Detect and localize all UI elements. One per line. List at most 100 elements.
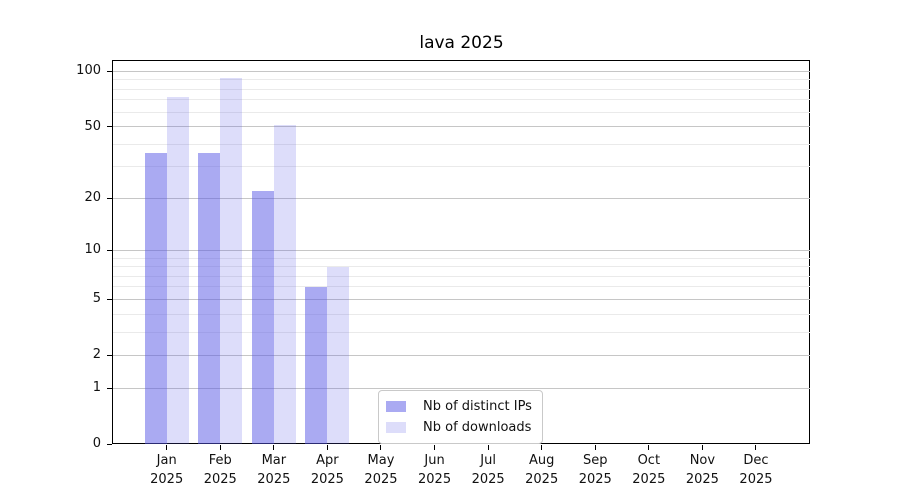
minor-gridline [113,275,810,277]
x-tick-month: Dec [743,453,769,468]
minor-gridline [113,79,810,81]
y-tick-mark [107,249,112,251]
x-tick-month: Feb [208,453,232,468]
y-tick-label: 10 [84,242,101,258]
x-tick-mark [326,445,328,450]
major-gridline [113,387,810,389]
y-tick-mark [107,443,112,445]
legend-item-downloads: Nb of downloads [386,417,532,438]
x-tick-year: 2025 [150,471,184,487]
minor-gridline [113,266,810,268]
x-tick-year: 2025 [257,471,291,487]
x-tick-label: Jul 2025 [452,452,524,489]
x-tick-year: 2025 [685,471,719,487]
plot-area [113,61,810,444]
x-tick-month: Nov [689,453,716,468]
x-tick-label: Nov 2025 [666,452,738,489]
x-tick-year: 2025 [632,471,666,487]
x-tick-year: 2025 [418,471,452,487]
minor-gridline [113,257,810,259]
bar-downloads-apr [327,266,350,444]
x-tick-label: Mar 2025 [238,452,310,489]
x-tick-label: May 2025 [345,452,417,489]
legend-label-distinct-ips: Nb of distinct IPs [423,399,532,414]
bar-downloads-mar [273,125,296,444]
x-tick-year: 2025 [310,471,344,487]
x-tick-label: Feb 2025 [184,452,256,489]
y-tick-label: 5 [92,291,101,307]
bar-ips-apr [305,286,328,444]
y-tick-mark [107,126,112,128]
x-tick-label: Sep 2025 [559,452,631,489]
minor-gridline [113,143,810,145]
y-tick-label: 1 [92,380,101,396]
x-tick-month: Jul [480,453,496,468]
x-tick-month: Sep [582,453,608,468]
bar-downloads-feb [220,78,243,444]
x-tick-year: 2025 [525,471,559,487]
bar-downloads-jan [166,96,189,444]
y-tick-mark [107,354,112,356]
x-tick-label: Aug 2025 [506,452,578,489]
y-tick-label: 100 [76,63,101,79]
bar-ips-feb [198,152,221,444]
x-tick-label: Jun 2025 [399,452,471,489]
x-tick-label: Jan 2025 [131,452,203,489]
x-tick-mark [755,445,757,450]
x-tick-month: Mar [261,453,287,468]
y-tick-label: 2 [92,347,101,363]
legend-item-distinct-ips: Nb of distinct IPs [386,396,532,417]
x-tick-month: May [367,453,395,468]
legend-swatch-downloads [386,422,406,433]
bar-ips-mar [251,190,274,444]
x-tick-year: 2025 [364,471,398,487]
minor-gridline [113,286,810,288]
legend: Nb of distinct IPs Nb of downloads [378,390,543,444]
x-tick-year: 2025 [203,471,237,487]
y-tick-mark [107,70,112,72]
x-tick-month: Oct [637,453,661,468]
y-tick-label: 20 [84,190,101,206]
minor-gridline [113,99,810,101]
major-gridline [113,249,810,251]
x-tick-label: Dec 2025 [720,452,792,489]
major-gridline [113,354,810,356]
x-tick-mark [648,445,650,450]
y-tick-label: 0 [92,436,101,451]
x-tick-mark [701,445,703,450]
x-tick-year: 2025 [471,471,505,487]
y-tick-mark [107,298,112,300]
major-gridline [113,197,810,199]
minor-gridline [113,313,810,315]
y-tick-mark [107,387,112,389]
minor-gridline [113,111,810,113]
x-tick-mark [487,445,489,450]
y-tick-label: 50 [84,118,101,134]
minor-gridline [113,166,810,168]
x-tick-month: Jun [424,453,445,468]
x-tick-mark [380,445,382,450]
x-tick-month: Apr [316,453,339,468]
x-tick-month: Jan [156,453,177,468]
major-gridline [113,126,810,128]
x-tick-year: 2025 [578,471,612,487]
x-tick-mark [273,445,275,450]
legend-swatch-distinct-ips [386,401,406,412]
x-tick-mark [541,445,543,450]
legend-label-downloads: Nb of downloads [423,420,532,435]
x-tick-mark [434,445,436,450]
x-tick-mark [219,445,221,450]
y-tick-mark [107,197,112,199]
x-tick-mark [166,445,168,450]
x-tick-month: Aug [528,453,555,468]
minor-gridline [113,331,810,333]
bar-ips-jan [144,152,167,444]
chart-title: lava 2025 [419,33,504,53]
major-gridline [113,70,810,72]
x-tick-mark [594,445,596,450]
x-tick-label: Apr 2025 [291,452,363,489]
major-gridline [113,298,810,300]
x-tick-label: Oct 2025 [613,452,685,489]
x-tick-year: 2025 [739,471,773,487]
